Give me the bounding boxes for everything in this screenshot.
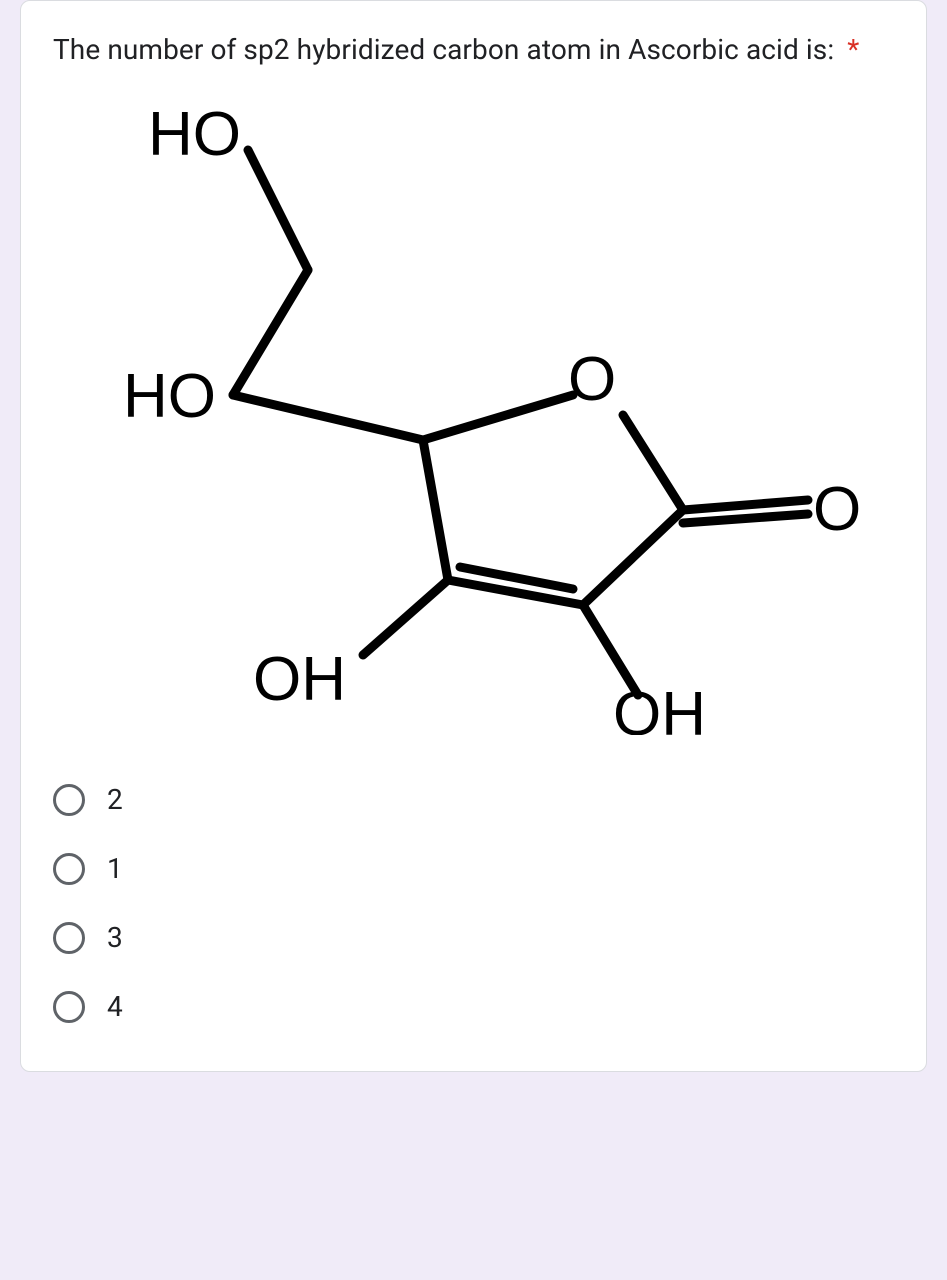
question-text: The number of sp2 hybridized carbon atom… xyxy=(53,33,834,66)
option-label: 4 xyxy=(107,990,123,1023)
option-label: 3 xyxy=(107,921,123,954)
options-group: 2 1 3 4 xyxy=(53,765,894,1041)
option-4[interactable]: 4 xyxy=(53,972,894,1041)
label-oh-br: OH xyxy=(613,680,706,735)
option-3[interactable]: 3 xyxy=(53,903,894,972)
option-1[interactable]: 1 xyxy=(53,834,894,903)
option-label: 2 xyxy=(107,783,123,816)
option-label: 1 xyxy=(107,852,123,885)
molecule-figure: HO HO O O OH OH xyxy=(53,95,894,735)
radio-icon xyxy=(53,922,85,954)
question-text-row: The number of sp2 hybridized carbon atom… xyxy=(53,29,894,71)
label-oh-bl: OH xyxy=(253,645,346,714)
radio-icon xyxy=(53,853,85,885)
label-ho-left: HO xyxy=(123,362,216,431)
label-ho-top: HO xyxy=(148,100,241,169)
required-asterisk: * xyxy=(847,33,859,66)
radio-icon xyxy=(53,991,85,1023)
label-o-keto: O xyxy=(813,475,861,544)
label-o-ring: O xyxy=(568,345,616,414)
radio-icon xyxy=(53,784,85,816)
option-2[interactable]: 2 xyxy=(53,765,894,834)
question-card: The number of sp2 hybridized carbon atom… xyxy=(20,0,927,1072)
ascorbic-acid-structure: HO HO O O OH OH xyxy=(53,95,873,735)
